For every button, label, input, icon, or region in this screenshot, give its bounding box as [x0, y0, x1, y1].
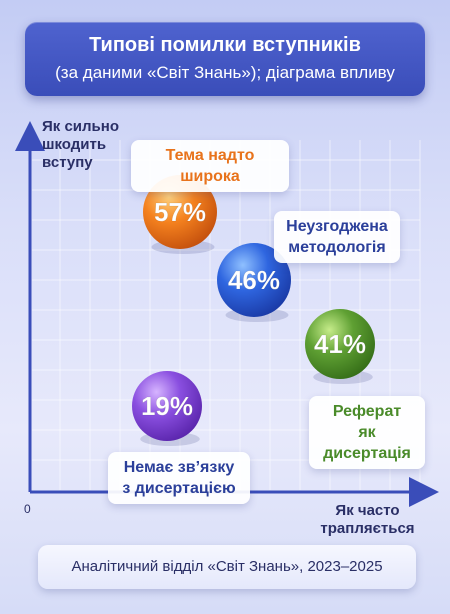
bubble-value-3: 19% [141, 391, 193, 421]
y-axis-label: Як сильно шкодить вступу [42, 118, 119, 171]
point-label-0: Тема надто широка [131, 140, 289, 192]
x-axis-label: Як часто трапляється [320, 502, 415, 537]
bubble-0 [143, 175, 217, 249]
point-label-1: Неузгоджена методологія [274, 211, 400, 263]
data-points: 57% 46% 41% 19% [132, 175, 375, 446]
chart-subtitle: (за даними «Світ Знань»); діаграма вплив… [55, 63, 395, 82]
point-label-2: Реферат як дисертація [309, 396, 425, 469]
origin-label: 0 [24, 502, 31, 516]
bubble-value-2: 41% [314, 329, 366, 359]
chart-title: Типові помилки вступників [89, 34, 361, 56]
point-label-3: Немає зв’язку з дисертацією [108, 452, 250, 504]
bubble-value-1: 46% [228, 265, 280, 295]
source-note: Аналітичний відділ «Світ Знань», 2023–20… [38, 545, 416, 589]
bubble-1 [217, 243, 291, 317]
bubble-value-0: 57% [154, 197, 206, 227]
bubble-2 [305, 309, 375, 379]
chart-title-banner: Типові помилки вступників (за даними «Св… [25, 22, 425, 96]
bubble-3 [132, 371, 202, 441]
